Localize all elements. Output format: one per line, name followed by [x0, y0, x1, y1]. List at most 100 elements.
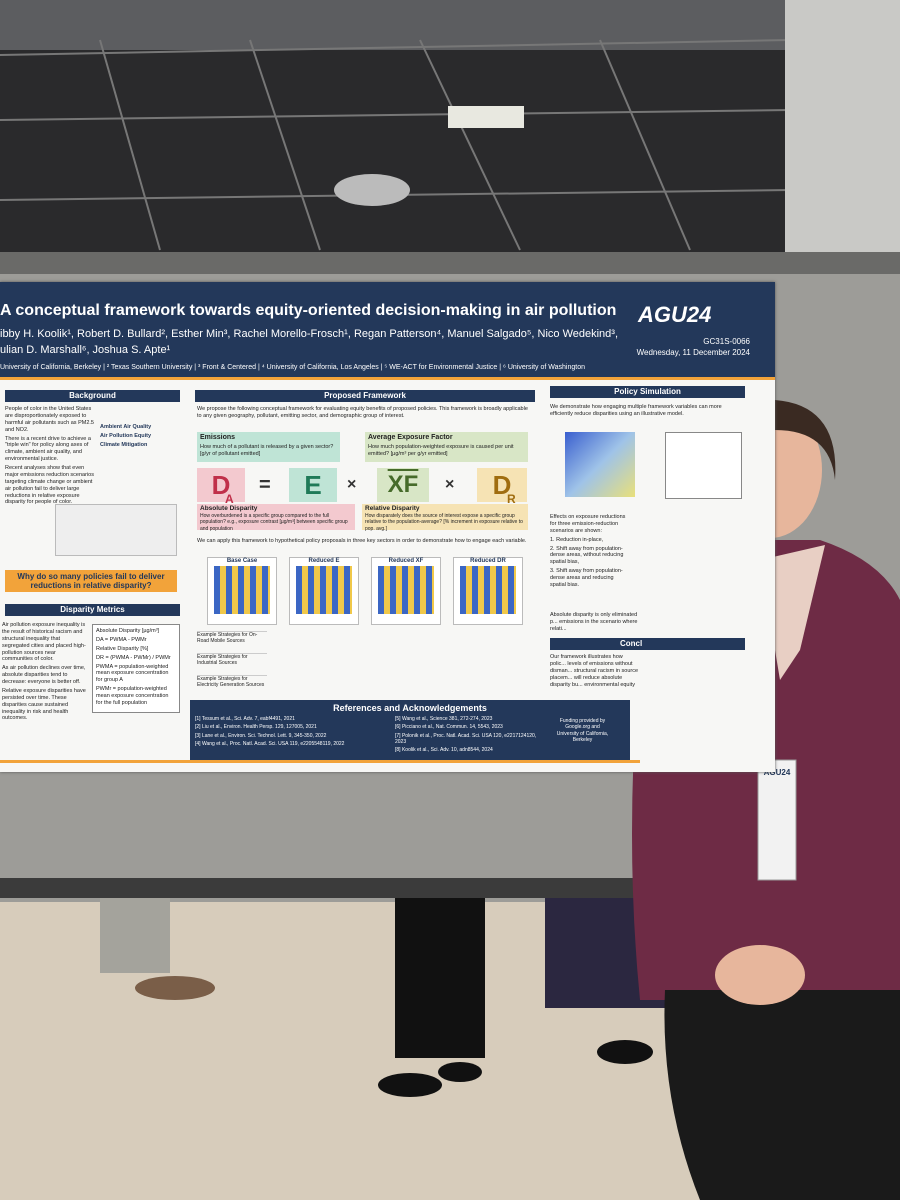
- authors: ulian D. Marshall⁶, Joshua S. Apte¹: [0, 344, 171, 356]
- section-heading: Concl: [550, 638, 745, 650]
- paragraph: Relative exposure disparities have persi…: [2, 687, 86, 722]
- reference: [3] Lane et al., Environ. Sci. Technol. …: [195, 732, 327, 739]
- reference: [5] Wang et al., Science 381, 272-274, 2…: [395, 716, 493, 722]
- paragraph: As air pollution declines over time, abs…: [2, 665, 86, 685]
- header-stripe: [0, 377, 775, 380]
- xf-box: [365, 432, 528, 462]
- section-heading: Disparity Metrics: [5, 604, 180, 616]
- metric-line: PWMA = population-weighted mean exposure…: [96, 663, 169, 684]
- venn-diagram: Ambient Air Quality Air Pollution Equity C…: [100, 424, 180, 451]
- poster: A conceptual framework towards equity-or…: [0, 282, 775, 772]
- panel-graphic: [460, 566, 516, 614]
- equation-term: R: [507, 492, 516, 506]
- section-heading: Policy Simulation: [550, 386, 745, 398]
- equation-term: E: [289, 468, 337, 502]
- strategy-row: Example Strategies for Industrial Source…: [197, 653, 267, 666]
- footer-stripe: [0, 760, 640, 763]
- label: How disparately does the source of inter…: [365, 513, 523, 532]
- panel-title: Reduced DR: [470, 558, 506, 564]
- strategy-row: Example Strategies for Electricity Gener…: [197, 675, 267, 688]
- emissions-box: [197, 432, 340, 462]
- panels: Base Case Reduced E Reduced XF Reduced DR: [197, 557, 537, 627]
- section-heading: References and Acknowledgements: [190, 702, 630, 714]
- rel-box: [362, 504, 528, 530]
- reference: [4] Wang et al., Proc. Natl. Acad. Sci. …: [195, 740, 345, 747]
- scenario-panel: Reduced E: [289, 557, 359, 625]
- apply-text: We can apply this framework to hypotheti…: [197, 538, 527, 544]
- metric-line: DA = PWMA - PWMr: [96, 636, 147, 643]
- equation-term: XF: [377, 468, 429, 502]
- strategy-row: Example Strategies for On-Road Mobile So…: [197, 631, 267, 644]
- label: Average Exposure Factor: [368, 434, 453, 441]
- label: How much population-weighted exposure is…: [368, 444, 514, 457]
- date: Wednesday, 11 December 2024: [636, 348, 750, 357]
- metric-line: Relative Disparity [%]: [96, 645, 149, 652]
- list-item: 2. Shift away from population-dense area…: [550, 545, 624, 566]
- label: How overburdened is a specific group com…: [200, 513, 348, 532]
- equation-term: =: [259, 474, 271, 496]
- scenario-panel: Reduced DR: [453, 557, 523, 625]
- diagram-label: Air Pollution Equity: [100, 432, 152, 439]
- panel-graphic: [378, 566, 434, 614]
- metrics-text: Air pollution exposure inequality is the…: [2, 622, 87, 724]
- simulation-note: Absolute disparity is only eliminated p.…: [550, 612, 638, 632]
- strategy-table: Example Strategies for On-Road Mobile So…: [197, 627, 537, 697]
- scenario-panel: Reduced XF: [371, 557, 441, 625]
- abs-box: [197, 504, 355, 530]
- reference: [1] Tessum et al., Sci. Adv. 7, eabf4491…: [195, 716, 295, 722]
- equation-term: A: [225, 492, 234, 506]
- equation-term: ×: [445, 476, 455, 493]
- panel-title: Base Case: [226, 558, 258, 564]
- poster-header: [0, 282, 775, 377]
- paragraph: People of color in the United States are…: [5, 406, 94, 433]
- logo: AGU24: [638, 302, 712, 327]
- panel-title: Reduced XF: [388, 558, 424, 564]
- affiliations: University of California, Berkeley | ² T…: [0, 364, 585, 371]
- poster-title: A conceptual framework towards equity-or…: [0, 302, 617, 319]
- panel-graphic: [296, 566, 352, 614]
- funding: Funding provided by Google.org and Unive…: [556, 718, 609, 743]
- session-id: GC31S-0066: [703, 337, 750, 346]
- reference: [6] Picciano et al., Nat. Commun. 14, 55…: [395, 724, 503, 731]
- diagram-label: Climate Mitigation: [100, 441, 148, 448]
- list-item: Effects on exposure reductions for three…: [550, 514, 626, 534]
- equation: D A = E × XF × D R: [197, 466, 532, 506]
- question-banner: Why do so many policies fail to deliver …: [5, 570, 177, 592]
- section-heading: Proposed Framework: [195, 390, 535, 402]
- paragraph: Air pollution exposure inequality is the…: [2, 622, 86, 663]
- metrics-box: Absolute Disparity [µg/m³] DA = PWMA - PW…: [92, 624, 180, 713]
- map-plot: [565, 432, 635, 497]
- panel-title: Reduced E: [308, 558, 340, 564]
- label: Emissions: [200, 434, 236, 441]
- equation-term: D: [197, 468, 245, 502]
- diagram-label: Ambient Air Quality: [100, 424, 152, 430]
- simulation-text: We demonstrate how engaging multiple fra…: [550, 404, 722, 417]
- background-text: People of color in the United States are…: [5, 406, 95, 508]
- badge-logo: AGU24: [764, 768, 791, 777]
- simulation-list: Effects on exposure reductions for three…: [550, 514, 630, 591]
- panel-graphic: [214, 566, 270, 614]
- section-heading: Background: [5, 390, 180, 402]
- references: [1] Tessum et al., Sci. Adv. 7, eabf4491…: [195, 716, 375, 749]
- reference: [2] Liu et al., Environ. Health Persp. 1…: [195, 724, 317, 731]
- reference: [8] Koolik et al., Sci. Adv. 10, adn8544…: [395, 747, 493, 753]
- metric-line: PWMr = population-weighted mean exposure…: [96, 686, 169, 706]
- label: Relative Disparity: [365, 505, 420, 512]
- line-plot: [665, 432, 742, 499]
- list-item: 1. Reduction in-place,: [550, 536, 604, 543]
- scenario-panel: Base Case: [207, 557, 277, 625]
- conclusion-text: Our framework illustrates how polic... l…: [550, 654, 639, 688]
- metric-line: DR = (PWMA - PWMr) / PWMr: [96, 654, 171, 661]
- label: How much of a pollutant is released by a…: [200, 444, 334, 457]
- paragraph: There is a recent drive to achieve a "tr…: [5, 435, 91, 463]
- paragraph: Recent analyses show that even major emi…: [5, 465, 94, 506]
- equation-term: D: [477, 468, 527, 502]
- label: Absolute Disparity: [200, 505, 258, 512]
- references: [5] Wang et al., Science 381, 272-274, 2…: [395, 716, 545, 755]
- metric-line: Absolute Disparity [µg/m³]: [96, 628, 160, 634]
- framework-intro: We propose the following conceptual fram…: [197, 406, 528, 419]
- authors: ibby H. Koolik¹, Robert D. Bullard², Est…: [0, 328, 619, 340]
- trend-plot: [55, 504, 177, 556]
- list-item: 3. Shift away from population-dense area…: [550, 568, 623, 588]
- reference: [7] Polonik et al., Proc. Natl. Acad. Sc…: [395, 732, 537, 745]
